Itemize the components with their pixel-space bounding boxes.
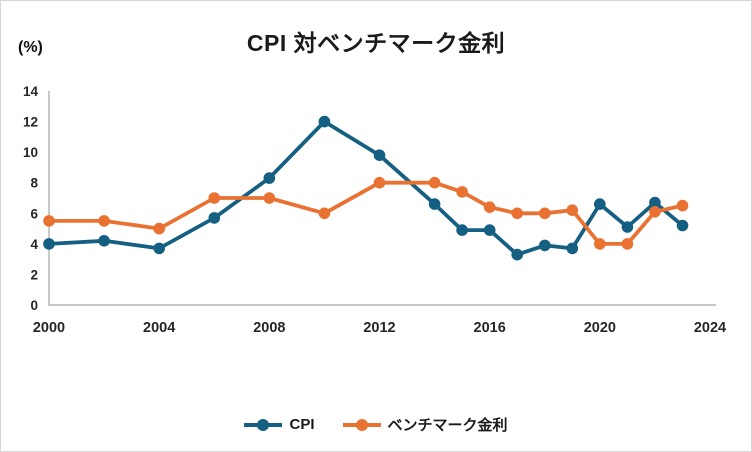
x-axis-tick-label: 2000 xyxy=(33,320,65,336)
y-axis-tick-label: 8 xyxy=(30,176,38,191)
legend-item-benchmark[interactable]: ベンチマーク金利 xyxy=(342,414,508,435)
data-point-benchmark-2014 xyxy=(428,176,441,189)
y-axis-tick-label: 6 xyxy=(30,206,38,221)
data-point-benchmark-2008 xyxy=(263,192,276,204)
data-point-cpi-2019 xyxy=(566,242,579,255)
legend-label-cpi: CPI xyxy=(289,416,315,433)
data-point-cpi-2022 xyxy=(649,196,661,209)
y-axis-unit-label: (%) xyxy=(18,39,43,56)
data-point-benchmark-2021 xyxy=(621,238,634,250)
x-axis-tick-label: 2020 xyxy=(584,320,616,336)
data-point-cpi-2023 xyxy=(676,219,689,232)
x-axis-tick-label: 2012 xyxy=(363,320,395,336)
data-point-cpi-2008 xyxy=(263,172,276,184)
data-point-cpi-2017 xyxy=(511,248,523,261)
y-axis-tick-label: 0 xyxy=(30,298,38,313)
cpi-legend-line-marker-icon xyxy=(244,418,283,431)
data-point-benchmark-2022 xyxy=(649,206,661,218)
data-point-cpi-2014 xyxy=(428,198,441,210)
data-point-cpi-2021 xyxy=(621,221,634,233)
data-point-cpi-2020 xyxy=(594,198,606,210)
series-line-benchmark xyxy=(47,180,685,246)
y-axis-tick-label: 4 xyxy=(30,237,38,252)
data-point-benchmark-2002 xyxy=(98,215,110,227)
data-point-cpi-2000 xyxy=(43,238,55,250)
data-point-benchmark-2016 xyxy=(483,201,496,213)
data-point-benchmark-2006 xyxy=(208,192,221,204)
x-axis-tick-label: 2008 xyxy=(253,320,285,336)
y-axis-tick-label: 2 xyxy=(30,267,38,282)
data-point-cpi-2012 xyxy=(373,149,386,161)
axis-lines xyxy=(48,91,716,306)
data-point-benchmark-2018 xyxy=(539,207,551,220)
data-point-benchmark-2019 xyxy=(566,204,579,216)
y-axis-tick-label: 14 xyxy=(23,84,39,99)
data-point-benchmark-2023 xyxy=(676,199,689,212)
data-point-cpi-2002 xyxy=(98,235,110,247)
benchmark-legend-line-marker-icon xyxy=(342,418,381,431)
x-axis-tick-label: 2016 xyxy=(474,320,506,336)
x-axis-tick-label: 2004 xyxy=(143,320,175,336)
data-point-benchmark-2020 xyxy=(594,238,606,250)
data-point-benchmark-2015 xyxy=(456,186,468,198)
data-point-cpi-2006 xyxy=(208,212,221,224)
data-point-cpi-2016 xyxy=(483,224,496,236)
chart-legend: CPI ベンチマーク金利 xyxy=(1,414,751,435)
data-point-benchmark-2017 xyxy=(511,207,523,220)
benchmark-legend-dot-icon xyxy=(355,418,368,431)
data-point-benchmark-2004 xyxy=(153,222,165,235)
data-point-benchmark-2012 xyxy=(373,176,386,189)
y-axis-tick-label: 10 xyxy=(23,145,38,160)
x-axis-tick-label: 2024 xyxy=(694,320,726,336)
data-point-benchmark-2010 xyxy=(318,207,331,220)
legend-item-cpi[interactable]: CPI xyxy=(244,416,315,433)
data-point-cpi-2004 xyxy=(153,242,165,255)
data-point-cpi-2010 xyxy=(318,115,331,128)
data-point-cpi-2015 xyxy=(456,224,468,236)
cpi-legend-dot-icon xyxy=(257,418,270,431)
data-point-benchmark-2000 xyxy=(43,215,55,227)
chart-title: CPI 対ベンチマーク金利 xyxy=(246,30,506,56)
legend-label-benchmark: ベンチマーク金利 xyxy=(387,417,508,434)
series-line-cpi xyxy=(47,119,685,257)
y-axis-tick-label: 12 xyxy=(23,115,38,130)
data-point-cpi-2018 xyxy=(539,239,551,252)
